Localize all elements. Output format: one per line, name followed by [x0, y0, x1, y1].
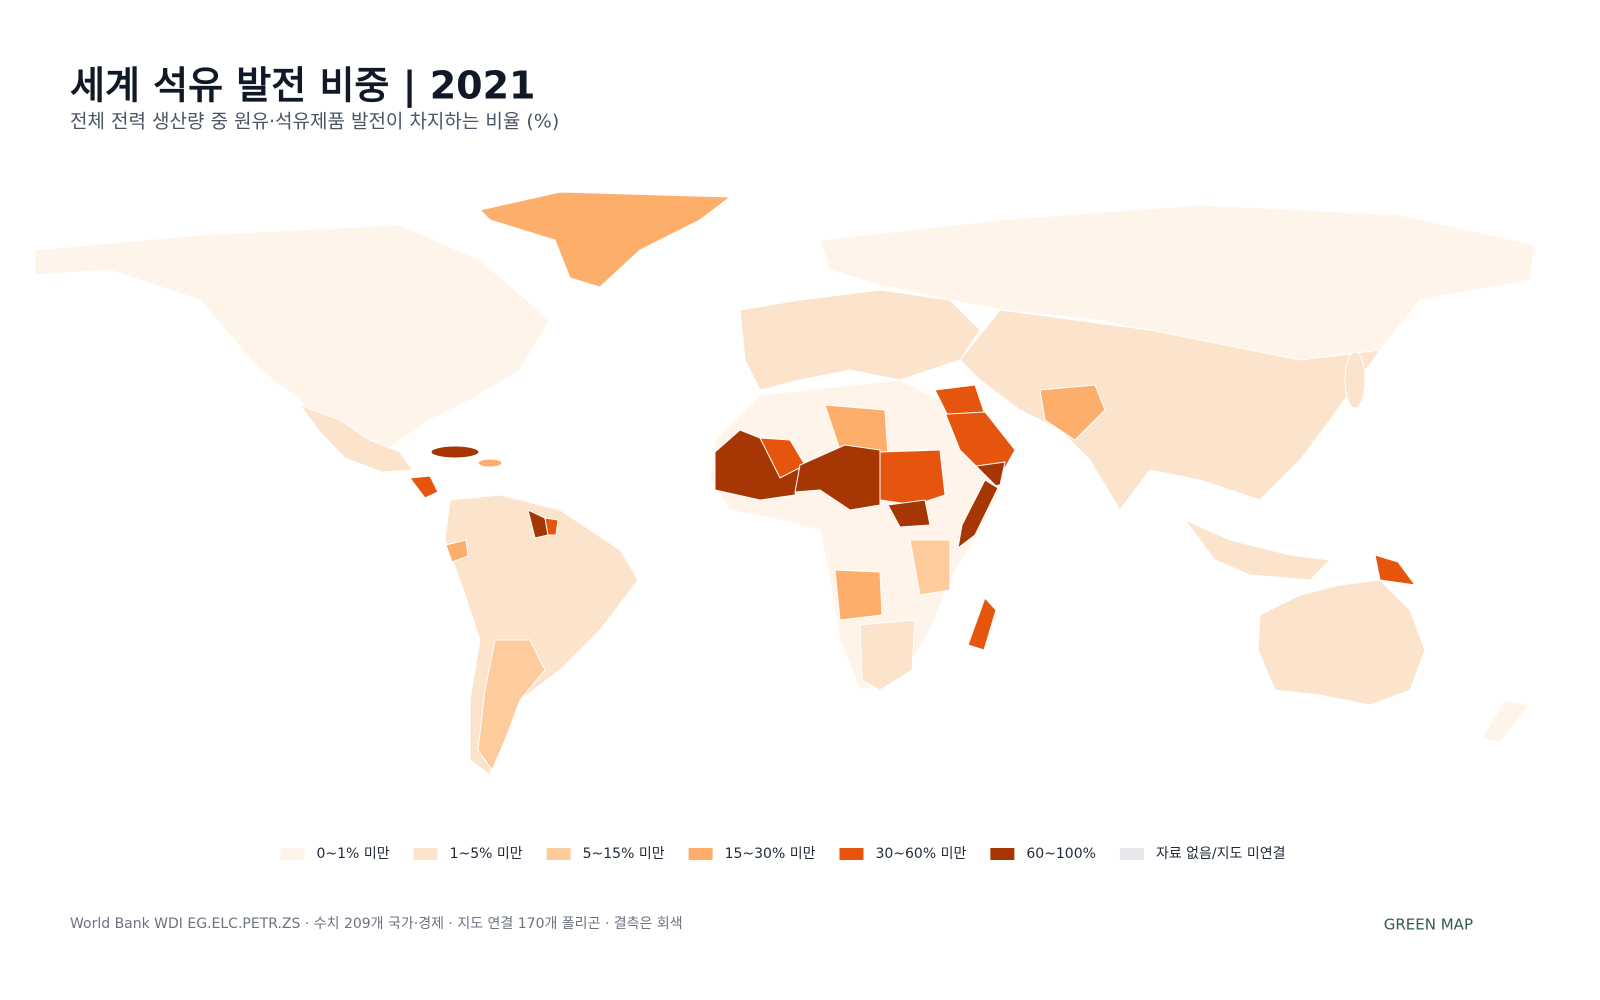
new-zealand [1481, 699, 1531, 743]
legend-swatch [280, 848, 305, 860]
legend-swatch [1119, 848, 1144, 860]
ecuador [445, 539, 469, 563]
south-sudan [887, 499, 931, 528]
legend-label: 30~60% 미만 [875, 846, 966, 862]
afghanistan-pakistan [1039, 384, 1106, 441]
title: 세계 석유 발전 비중 | 2021 [70, 64, 535, 109]
legend-label: 5~15% 미만 [583, 846, 665, 862]
legend-swatch [688, 848, 713, 860]
angola [834, 569, 883, 621]
legend-label: 자료 없음/지도 미연결 [1156, 846, 1286, 862]
australia [1257, 579, 1426, 706]
asia [959, 309, 1382, 511]
cuba [430, 445, 480, 459]
subtitle: 전체 전력 생산량 중 원유·석유제품 발전이 차지하는 비율 (%) [70, 111, 559, 133]
suriname [544, 517, 559, 536]
legend-label: 1~5% 미만 [450, 846, 523, 862]
indonesia [1183, 518, 1332, 581]
central-america [409, 475, 439, 499]
legend-label: 60~100% [1026, 846, 1096, 862]
somalia [957, 479, 999, 550]
legend-swatch [546, 848, 571, 860]
world-map [34, 191, 1536, 776]
source-note: World Bank WDI EG.ELC.PETR.ZS · 수치 209개 … [70, 916, 683, 932]
legend: 0~1% 미만 1~5% 미만 5~15% 미만 15~30% 미만 30~60% 미만… [280, 846, 1286, 862]
legend-swatch [839, 848, 864, 860]
mexico [298, 403, 413, 473]
greenland [479, 191, 732, 288]
legend-label: 0~1% 미만 [317, 846, 390, 862]
papua-new-guinea [1374, 554, 1417, 586]
east-africa [909, 539, 951, 596]
southern-africa [859, 619, 916, 691]
europe [739, 289, 981, 391]
japan [1344, 351, 1366, 409]
legend-swatch [413, 848, 438, 860]
niger-chad [794, 444, 881, 511]
legend-swatch [990, 848, 1015, 860]
madagascar [967, 597, 997, 651]
brand: GREEN MAP [1384, 916, 1473, 934]
legend-label: 15~30% 미만 [725, 846, 816, 862]
sudan [879, 449, 946, 506]
argentina [477, 639, 546, 772]
caribbean [477, 458, 503, 468]
